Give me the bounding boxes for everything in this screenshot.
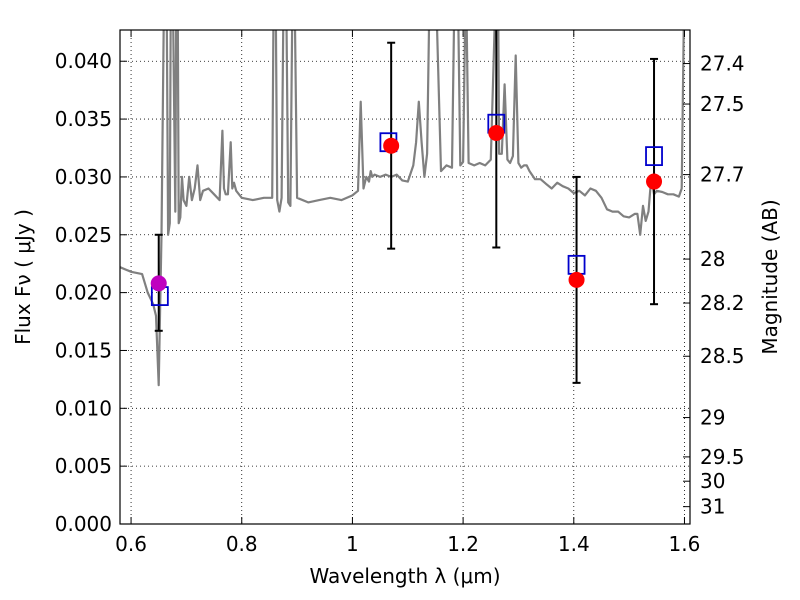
y-tick-label: 0.040 [55,49,112,73]
x-tick-label: 1.4 [558,532,590,556]
plot-background [120,30,690,524]
y-tick-label: 0.030 [55,165,112,189]
y-tick-label: 0.025 [55,223,112,247]
y-tick-label: 0.020 [55,281,112,305]
axis-ticks [120,30,690,525]
x-tick-labels: 0.6 0.8 1 1.2 1.4 1.6 [115,532,700,556]
mag-tick-label: 28.2 [700,291,745,315]
mag-tick-label: 29 [700,406,725,430]
mag-tick-label: 27.7 [700,163,745,187]
x-tick-label: 1 [346,532,359,556]
x-tick-label: 0.8 [226,532,258,556]
model-point [645,146,663,167]
observed-point [568,271,585,288]
mag-tick-label: 28.5 [700,344,745,368]
y-tick-label: 0.035 [55,107,112,131]
x-tick-label: 1.6 [669,532,701,556]
mag-tick-label: 29.5 [700,445,745,469]
y-tick-label: 0.010 [55,396,112,420]
y-tick-label: 0.005 [55,454,112,478]
observed-point [150,275,167,292]
mag-tick-label: 27.5 [700,92,745,116]
x-tick-label: 1.2 [447,532,479,556]
mag-tick-label: 28 [700,247,725,271]
plot-frame [119,29,691,525]
observed-point [383,137,400,154]
mag-tick-label: 31 [700,495,725,519]
model-spectrum-line [120,30,685,387]
y-tick-labels: 0.000 0.005 0.010 0.015 0.020 0.025 0.030 0.035… [55,49,112,536]
y2-axis-title: Magnitude (AB) [758,199,782,354]
mag-tick-label: 27.4 [700,52,745,76]
x-axis-title: Wavelength λ (μm) [309,564,500,588]
x-tick-label: 0.6 [115,532,147,556]
y-axis-title: Flux Fν ( μJy ) [11,209,35,345]
observed-point [488,124,505,141]
y-tick-label: 0.000 [55,512,112,536]
mag-tick-label: 30 [700,469,725,493]
observed-point [646,173,663,190]
observed-photometry-points [150,124,663,292]
y-tick-label: 0.015 [55,338,112,362]
